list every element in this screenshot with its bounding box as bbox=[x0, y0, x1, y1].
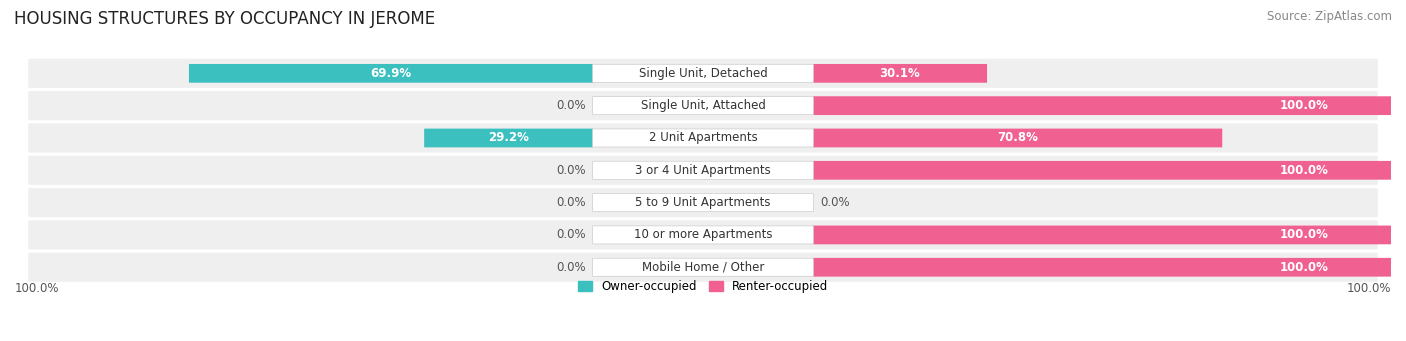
Text: 10 or more Apartments: 10 or more Apartments bbox=[634, 228, 772, 241]
FancyBboxPatch shape bbox=[188, 64, 593, 83]
FancyBboxPatch shape bbox=[813, 161, 1391, 180]
FancyBboxPatch shape bbox=[28, 253, 1378, 282]
FancyBboxPatch shape bbox=[592, 258, 814, 276]
FancyBboxPatch shape bbox=[813, 258, 1391, 277]
Text: Mobile Home / Other: Mobile Home / Other bbox=[641, 261, 765, 274]
Text: HOUSING STRUCTURES BY OCCUPANCY IN JEROME: HOUSING STRUCTURES BY OCCUPANCY IN JEROM… bbox=[14, 10, 436, 28]
Text: Source: ZipAtlas.com: Source: ZipAtlas.com bbox=[1267, 10, 1392, 23]
FancyBboxPatch shape bbox=[592, 194, 814, 212]
FancyBboxPatch shape bbox=[592, 97, 814, 115]
Text: 0.0%: 0.0% bbox=[557, 99, 586, 112]
Text: 0.0%: 0.0% bbox=[557, 196, 586, 209]
Text: 0.0%: 0.0% bbox=[557, 164, 586, 177]
FancyBboxPatch shape bbox=[813, 64, 987, 83]
FancyBboxPatch shape bbox=[28, 188, 1378, 217]
FancyBboxPatch shape bbox=[813, 129, 1222, 147]
Text: 100.0%: 100.0% bbox=[1279, 164, 1329, 177]
Text: Single Unit, Attached: Single Unit, Attached bbox=[641, 99, 765, 112]
Text: 0.0%: 0.0% bbox=[557, 261, 586, 274]
Text: Single Unit, Detached: Single Unit, Detached bbox=[638, 67, 768, 80]
Text: 2 Unit Apartments: 2 Unit Apartments bbox=[648, 132, 758, 145]
Text: 3 or 4 Unit Apartments: 3 or 4 Unit Apartments bbox=[636, 164, 770, 177]
Text: 5 to 9 Unit Apartments: 5 to 9 Unit Apartments bbox=[636, 196, 770, 209]
Text: 29.2%: 29.2% bbox=[488, 132, 529, 145]
Legend: Owner-occupied, Renter-occupied: Owner-occupied, Renter-occupied bbox=[572, 275, 834, 298]
FancyBboxPatch shape bbox=[592, 64, 814, 83]
Text: 100.0%: 100.0% bbox=[15, 282, 59, 295]
FancyBboxPatch shape bbox=[592, 161, 814, 179]
FancyBboxPatch shape bbox=[592, 226, 814, 244]
FancyBboxPatch shape bbox=[592, 129, 814, 147]
Text: 0.0%: 0.0% bbox=[557, 228, 586, 241]
FancyBboxPatch shape bbox=[813, 96, 1391, 115]
Text: 70.8%: 70.8% bbox=[997, 132, 1038, 145]
FancyBboxPatch shape bbox=[425, 129, 593, 147]
Text: 100.0%: 100.0% bbox=[1279, 261, 1329, 274]
Text: 30.1%: 30.1% bbox=[880, 67, 921, 80]
FancyBboxPatch shape bbox=[28, 123, 1378, 152]
Text: 100.0%: 100.0% bbox=[1279, 99, 1329, 112]
Text: 0.0%: 0.0% bbox=[820, 196, 849, 209]
Text: 69.9%: 69.9% bbox=[370, 67, 412, 80]
Text: 100.0%: 100.0% bbox=[1279, 228, 1329, 241]
FancyBboxPatch shape bbox=[28, 91, 1378, 120]
Text: 100.0%: 100.0% bbox=[1347, 282, 1391, 295]
FancyBboxPatch shape bbox=[813, 225, 1391, 244]
FancyBboxPatch shape bbox=[28, 220, 1378, 250]
FancyBboxPatch shape bbox=[28, 59, 1378, 88]
FancyBboxPatch shape bbox=[28, 156, 1378, 185]
